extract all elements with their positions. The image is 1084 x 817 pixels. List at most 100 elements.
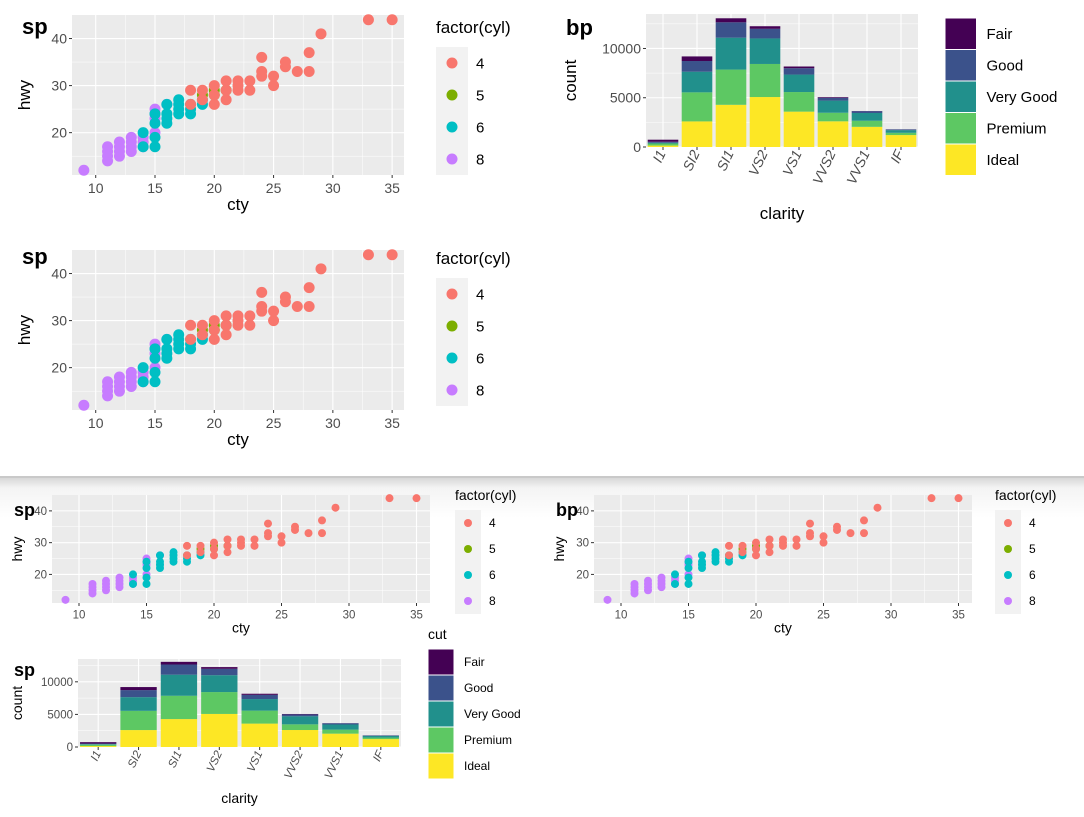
bar-segment-very-good: [715, 37, 747, 70]
data-point-cyl-4: [738, 541, 747, 550]
legend-key-cyl-8: [446, 384, 458, 396]
data-point-cyl-6: [173, 329, 185, 341]
data-point-cyl-6: [142, 564, 151, 573]
legend-key-ideal: [944, 143, 977, 176]
legend-title: factor(cyl): [436, 249, 511, 268]
data-point-cyl-4: [268, 315, 280, 327]
data-point-cyl-4: [268, 70, 280, 82]
bar-segment-premium: [120, 710, 157, 731]
legend-label: 6: [489, 568, 496, 582]
legend-label: Good: [464, 681, 493, 695]
bar-segment-ideal: [851, 126, 883, 147]
data-point-cyl-4: [315, 28, 327, 40]
data-point-cyl-4: [244, 319, 256, 331]
data-point-cyl-4: [223, 535, 232, 544]
data-point-cyl-6: [671, 570, 679, 579]
data-point-cyl-4: [220, 75, 232, 87]
x-tick-label: 10: [615, 610, 628, 622]
data-point-cyl-6: [684, 579, 693, 588]
legend-label: 8: [476, 151, 484, 168]
data-point-cyl-4: [183, 551, 191, 560]
data-point-cyl-8: [125, 366, 137, 378]
legend-key-ideal: [427, 752, 455, 780]
bar-segment-fair: [201, 667, 238, 669]
bar-segment-very-good: [201, 675, 238, 693]
data-point-cyl-4: [220, 94, 232, 106]
legend-key-very-good: [427, 700, 455, 728]
y-tick-label: 40: [34, 506, 47, 518]
data-point-cyl-6: [137, 127, 149, 139]
y-tick-label: 40: [51, 265, 67, 281]
legend-label: Premium: [464, 733, 512, 747]
legend-key-cyl-5: [446, 320, 458, 332]
data-point-cyl-4: [196, 84, 208, 96]
x-tick-label: 10: [88, 180, 104, 196]
bar-segment-good: [749, 28, 781, 39]
data-point-cyl-8: [88, 579, 97, 588]
legend-key-cyl-5: [446, 89, 458, 101]
bar-segment-premium: [80, 744, 117, 747]
legend-label: 5: [489, 542, 496, 556]
bar-segment-premium: [281, 724, 319, 731]
data-point-cyl-8: [603, 595, 612, 604]
bar-segment-premium: [817, 112, 849, 122]
data-point-cyl-4: [819, 538, 828, 547]
legend-key-fair: [427, 648, 455, 676]
bar-segment-premium: [201, 692, 238, 714]
bar-segment-premium: [362, 737, 399, 740]
data-point-cyl-8: [115, 573, 124, 582]
data-point-cyl-4: [196, 94, 208, 106]
y-tick-label: 10000: [602, 40, 641, 56]
data-point-cyl-4: [318, 516, 326, 525]
data-point-cyl-4: [291, 522, 299, 531]
bar-segment-good: [647, 141, 679, 143]
x-tick-label: 10: [88, 415, 104, 431]
bar-segment-very-good: [322, 724, 359, 730]
legend-label: 6: [1029, 568, 1036, 582]
x-axis-title: clarity: [760, 204, 805, 223]
bar-segment-good: [80, 743, 117, 745]
legend-key-cyl-4: [1004, 519, 1012, 527]
legend-key-very-good: [944, 80, 977, 113]
bar-segment-premium: [715, 69, 747, 105]
data-point-cyl-4: [927, 494, 936, 503]
bar-segment-good: [851, 111, 883, 113]
bar-segment-ideal: [241, 723, 278, 747]
y-tick-label: 20: [34, 569, 47, 581]
data-point-cyl-6: [711, 548, 720, 557]
data-point-cyl-4: [220, 329, 232, 341]
legend-key-background: [995, 510, 1021, 614]
data-point-cyl-6: [149, 131, 161, 143]
data-point-cyl-6: [149, 108, 161, 120]
data-point-cyl-4: [208, 315, 220, 327]
data-point-cyl-6: [161, 98, 173, 110]
x-tick-label: 15: [140, 610, 153, 622]
data-point-cyl-4: [183, 541, 191, 550]
plot-tag: bp: [556, 500, 578, 520]
data-point-cyl-4: [232, 75, 244, 87]
data-point-cyl-4: [386, 249, 398, 261]
legend-label: 5: [476, 318, 484, 335]
data-point-cyl-4: [860, 529, 868, 538]
panel-divider: [0, 476, 1084, 478]
data-point-cyl-6: [161, 108, 173, 120]
data-point-cyl-6: [137, 376, 149, 388]
bar-segment-good: [322, 723, 359, 725]
legend-label: 8: [476, 382, 484, 399]
legend-label: Very Good: [987, 89, 1058, 106]
data-point-cyl-6: [142, 557, 151, 566]
bar-segment-premium: [851, 120, 883, 127]
legend-label: 5: [1029, 542, 1036, 556]
data-point-cyl-4: [268, 80, 280, 92]
legend-label: 8: [489, 594, 496, 608]
data-point-cyl-4: [256, 51, 268, 63]
bar-segment-good: [681, 61, 713, 72]
y-axis-title: hwy: [15, 314, 34, 345]
data-point-cyl-6: [149, 343, 161, 355]
bar-segment-good: [281, 714, 319, 717]
y-tick-label: 0: [633, 139, 641, 155]
bar-segment-ideal: [817, 121, 849, 147]
data-point-cyl-4: [256, 65, 268, 77]
data-point-cyl-4: [279, 56, 291, 68]
data-point-cyl-4: [277, 538, 286, 547]
